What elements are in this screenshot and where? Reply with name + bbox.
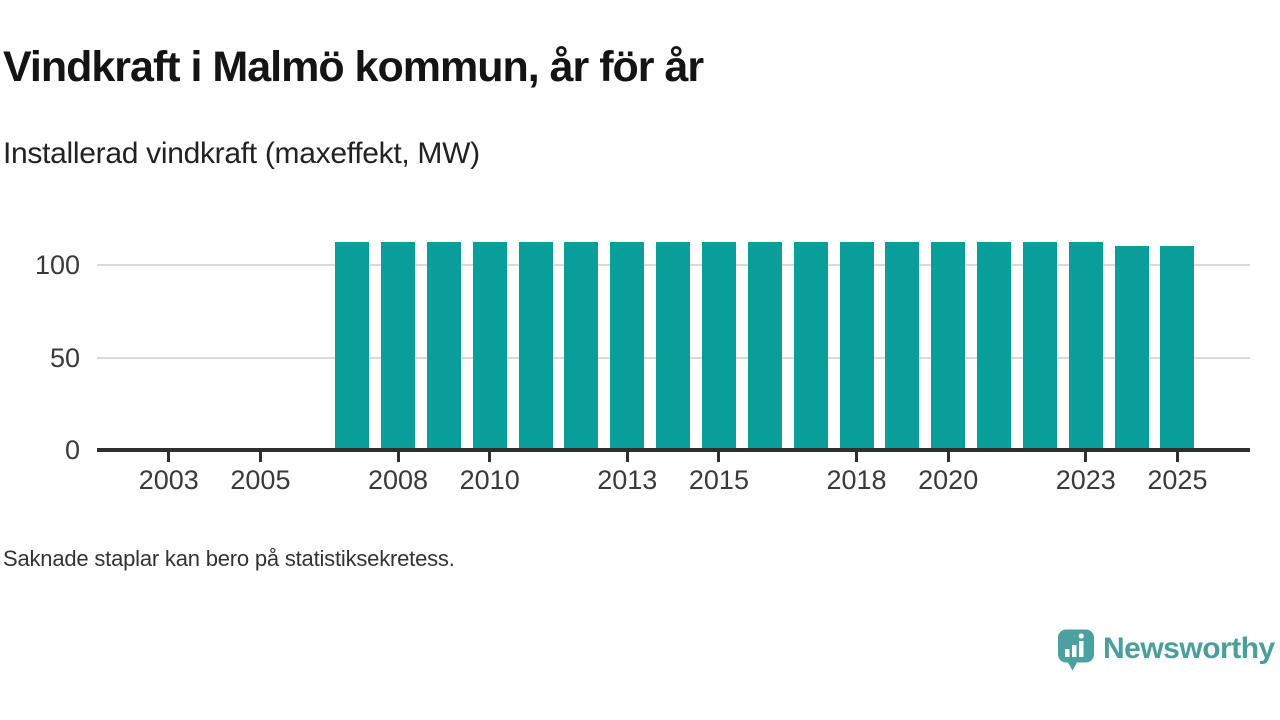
x-axis-tick-label: 2025 xyxy=(1147,465,1208,495)
bar-2018 xyxy=(840,242,874,450)
bar-2021 xyxy=(977,242,1011,450)
bar-2012 xyxy=(564,242,598,450)
bar-2019 xyxy=(885,242,919,450)
x-axis-tick-label: 2010 xyxy=(459,465,520,495)
x-axis-tick-label: 2020 xyxy=(918,465,979,495)
chart-footnote: Saknade staplar kan bero på statistiksek… xyxy=(3,546,455,571)
x-axis-tick-label: 2005 xyxy=(230,465,291,495)
y-axis-tick-label: 50 xyxy=(49,342,80,373)
newsworthy-speech-bubble-bar-chart-icon xyxy=(1058,629,1094,671)
logo-bar-medium xyxy=(1072,645,1077,657)
x-axis-tick-label: 2018 xyxy=(826,465,887,495)
x-axis-tick-label: 2003 xyxy=(138,465,199,495)
bar-2025 xyxy=(1160,246,1194,450)
x-tick-2018 xyxy=(855,452,858,462)
bar-2016 xyxy=(748,242,782,450)
y-axis-tick-label: 100 xyxy=(34,250,80,280)
newsworthy-wordmark: Newsworthy xyxy=(1103,632,1275,665)
bar-2010 xyxy=(473,242,507,450)
bar-2020 xyxy=(931,242,965,450)
x-tick-2013 xyxy=(625,452,629,462)
x-tick-2010 xyxy=(488,452,492,462)
bar-2008 xyxy=(381,242,415,450)
x-tick-2020 xyxy=(946,452,950,462)
bar-2024 xyxy=(1115,246,1149,450)
logo-bar-tall xyxy=(1079,641,1084,657)
x-tick-2023 xyxy=(1084,452,1088,462)
chart-title: Vindkraft i Malmö kommun, år för år xyxy=(3,43,704,91)
x-axis-tick-label: 2008 xyxy=(367,465,429,495)
x-axis-tick-label: 2023 xyxy=(1055,465,1116,495)
x-tick-2025 xyxy=(1175,452,1179,462)
x-tick-2008 xyxy=(396,452,400,462)
chart-subtitle: Installerad vindkraft (maxeffekt, MW) xyxy=(3,137,480,170)
bar-2007 xyxy=(335,242,369,450)
newsworthy-logo: Newsworthy xyxy=(1057,629,1280,677)
x-axis-tick-label: 2013 xyxy=(597,465,658,495)
bar-2013 xyxy=(610,242,644,450)
bar-2023 xyxy=(1069,242,1103,450)
x-axis-tick-label: 2015 xyxy=(688,465,749,495)
bar-2022 xyxy=(1023,242,1057,450)
x-axis-line xyxy=(97,448,1250,452)
logo-bar-small xyxy=(1065,649,1070,657)
bar-2011 xyxy=(519,242,553,450)
x-tick-2003 xyxy=(167,452,171,462)
y-axis-tick-label: 0 xyxy=(64,435,80,465)
logo-exclamation-dot xyxy=(1078,633,1084,639)
x-tick-2005 xyxy=(258,452,262,462)
bar-2017 xyxy=(794,242,828,450)
bar-2015 xyxy=(702,242,736,450)
bar-2014 xyxy=(656,242,690,450)
bar-2009 xyxy=(427,242,461,450)
x-tick-2015 xyxy=(717,452,721,462)
